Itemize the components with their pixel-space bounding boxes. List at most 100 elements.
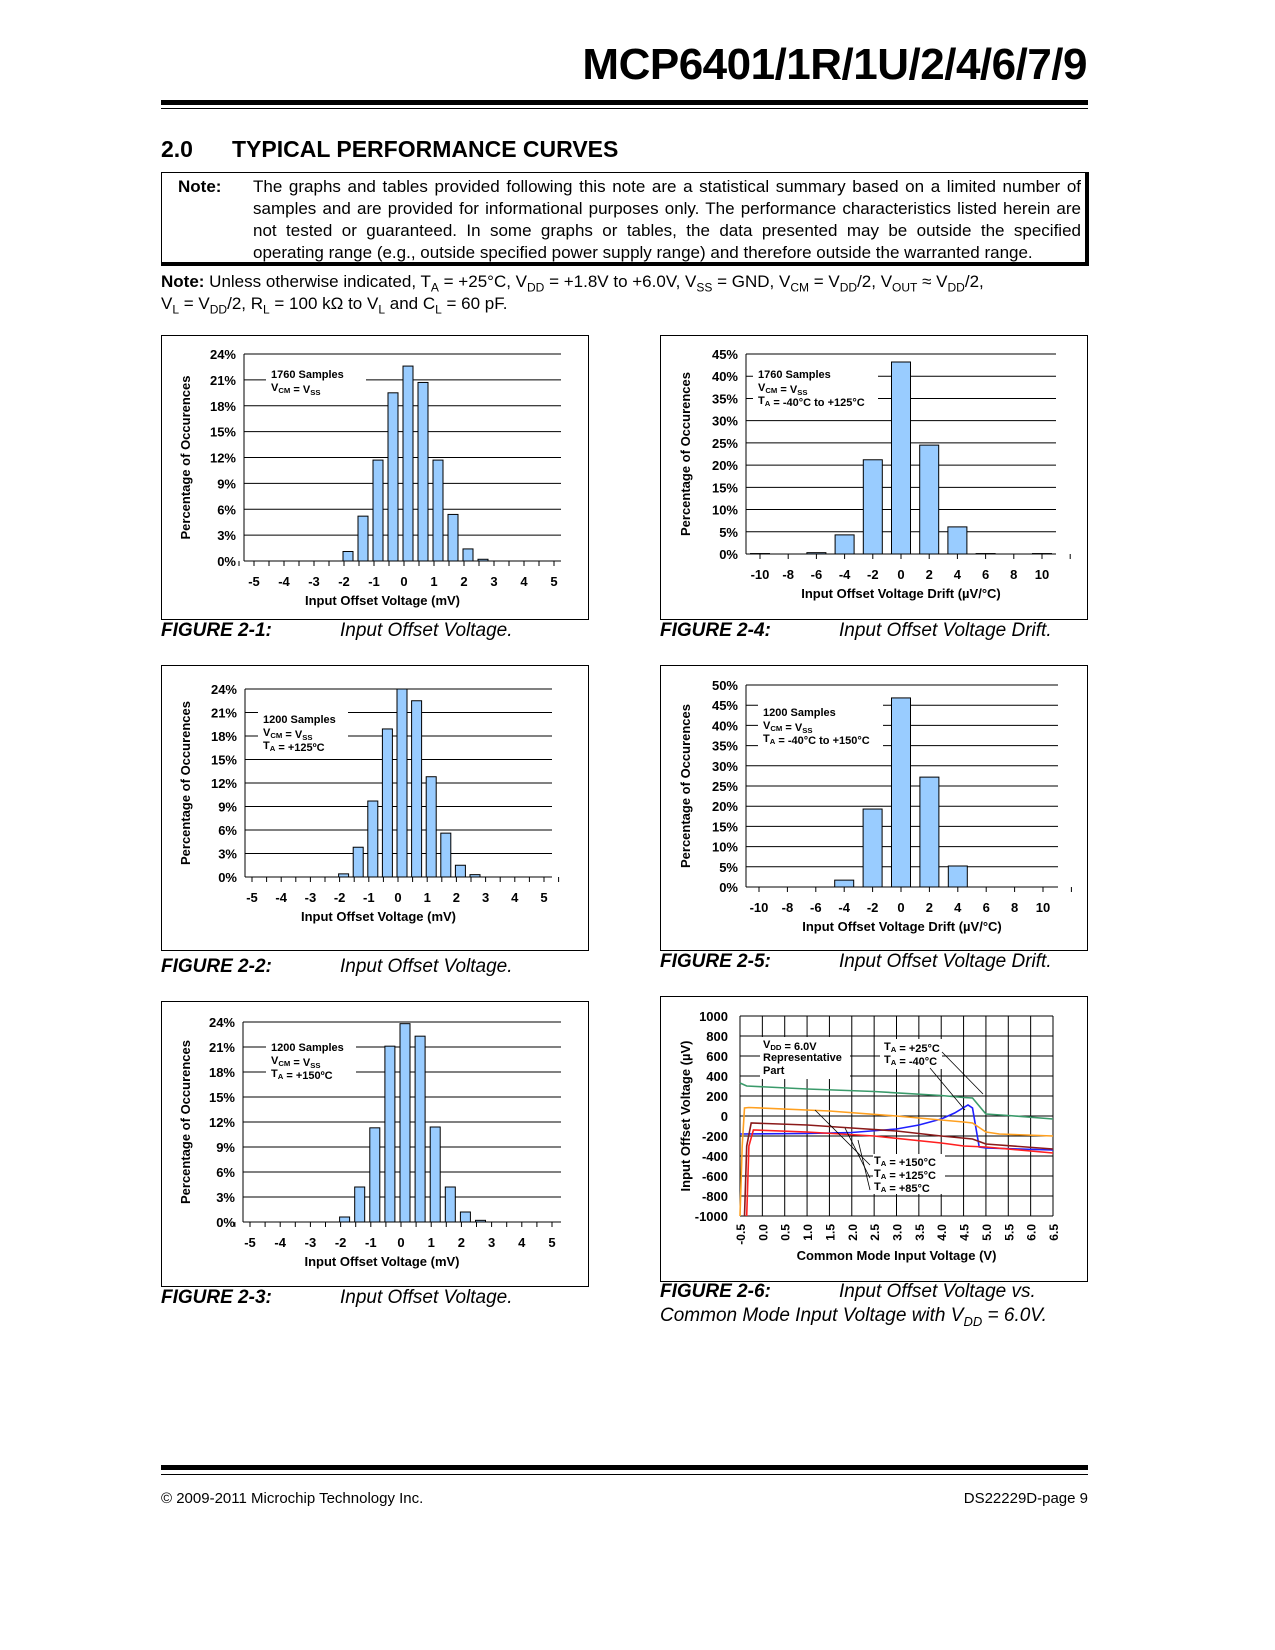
y-tick-label: 12% <box>211 776 237 791</box>
x-tick-label: 1.0 <box>801 1224 815 1241</box>
chart-annotation: TA = +85°C <box>874 1181 930 1195</box>
x-tick-label: -4 <box>274 1235 286 1250</box>
histogram-bar <box>352 846 364 878</box>
x-tick-label: -3 <box>308 574 320 589</box>
x-tick-label: -2 <box>867 567 879 582</box>
x-tick-label: 2 <box>453 890 460 905</box>
x-tick-label: 1.5 <box>823 1224 837 1241</box>
text-segment: V <box>758 382 766 394</box>
series-line <box>743 1122 1054 1217</box>
histogram-bar <box>338 873 350 878</box>
chart-annotation: TA = +150ºC <box>271 1068 333 1082</box>
text-segment: Unless otherwise indicated, T <box>204 272 431 291</box>
y-tick-label: 35% <box>712 391 738 406</box>
y-tick-label: 3% <box>217 528 236 543</box>
chart-annotation: TA = -40°C <box>884 1054 937 1068</box>
text-segment: = 6.0V <box>781 1041 817 1053</box>
x-axis-label: Input Offset Voltage Drift (µV/°C) <box>801 586 1001 601</box>
chart-annotation: TA = +25°C <box>884 1041 940 1055</box>
x-tick-label: 1 <box>428 1235 435 1250</box>
y-tick-label: 21% <box>211 706 237 721</box>
text-segment: 1760 Samples <box>758 369 831 381</box>
text-segment: T <box>884 1041 891 1053</box>
line-chart-offset-vs-vcm: -0.5 0.0 0.5 1.0 1.5 2.0 2.5 3.0 3.5 4.0 4.5 5.0 5.5… <box>678 1009 1061 1263</box>
y-tick-label: 3% <box>218 847 237 862</box>
chart-annotation: VCM = VSS <box>271 382 320 397</box>
y-tick-label: 12% <box>210 451 236 466</box>
text-segment: A <box>270 744 276 753</box>
x-tick-label: -6 <box>811 567 823 582</box>
text-segment: A <box>881 1172 887 1181</box>
y-tick-label: 50% <box>712 678 738 693</box>
annotation-leader-line <box>941 1051 984 1095</box>
x-tick-label: 0 <box>400 574 407 589</box>
x-tick-label: -5 <box>246 890 258 905</box>
y-tick-label: 3% <box>216 1190 235 1205</box>
histogram-bar <box>834 879 855 888</box>
histogram-bar <box>367 800 379 878</box>
figure-caption-2-1: Input Offset Voltage. <box>340 620 513 642</box>
y-tick-label: 20% <box>712 458 738 473</box>
histogram-bar <box>440 832 452 878</box>
chart-annotation: 1200 Samples <box>763 707 836 719</box>
y-tick-label: 24% <box>211 682 237 697</box>
y-tick-label: 10% <box>712 840 738 855</box>
text-segment: = -40°C to +150°C <box>775 735 869 747</box>
text-segment: A <box>765 399 771 408</box>
histogram-bar <box>384 1045 396 1223</box>
series-line <box>739 1082 1054 1120</box>
x-tick-label: 6.0 <box>1025 1224 1039 1241</box>
x-tick-label: 6 <box>982 567 989 582</box>
y-tick-label: 6% <box>217 502 236 517</box>
histogram-bar <box>919 776 940 888</box>
y-tick-label: 30% <box>712 759 738 774</box>
y-tick-label: 5% <box>719 525 738 540</box>
histogram-bar <box>862 808 883 888</box>
y-tick-label: 0% <box>719 547 738 562</box>
y-tick-label: 15% <box>211 753 237 768</box>
text-segment: = -40°C to +125°C <box>770 397 864 409</box>
text-segment: = 100 kΩ to V <box>269 294 379 313</box>
y-tick-label: 25% <box>712 779 738 794</box>
y-tick-label: 0% <box>217 554 236 569</box>
histogram-bar <box>369 1127 381 1223</box>
text-segment: = -40°C <box>896 1056 937 1068</box>
histogram-bar <box>806 552 827 555</box>
x-tick-label: -4 <box>278 574 290 589</box>
note-box <box>161 172 1089 266</box>
text-segment: = GND, V <box>712 272 791 291</box>
histogram-bar <box>402 365 414 562</box>
x-tick-label: 5 <box>548 1235 555 1250</box>
x-tick-label: 3 <box>488 1235 495 1250</box>
x-tick-label: 2 <box>458 1235 465 1250</box>
text-segment: ≈ V <box>917 272 948 291</box>
y-tick-label: 30% <box>712 414 738 429</box>
text-segment: = V <box>282 729 303 741</box>
histogram-chart-5: 0% 5% 10% 15% 20% 25% 30% 35% 40% 45% 50% -10 -8 -6 -4… <box>678 678 1072 934</box>
text-segment: DD <box>839 280 858 295</box>
annotation-box <box>880 1039 942 1069</box>
text-segment: = +85°C <box>886 1183 930 1195</box>
y-tick-label: 0 <box>721 1109 728 1124</box>
x-tick-label: 0.5 <box>779 1224 793 1241</box>
x-tick-label: -8 <box>782 900 794 915</box>
x-tick-label: 3 <box>490 574 497 589</box>
text-segment: L <box>263 302 270 317</box>
y-tick-label: -1000 <box>695 1209 728 1224</box>
x-tick-label: -8 <box>782 567 794 582</box>
annotation-leader-line <box>844 1127 871 1179</box>
x-tick-label: 4 <box>954 567 962 582</box>
text-segment: = +125°C <box>886 1170 936 1182</box>
y-tick-label: 0% <box>216 1215 235 1230</box>
text-segment: 1760 Samples <box>271 369 344 381</box>
text-segment: T <box>884 1054 891 1066</box>
text-segment: = +125ºC <box>275 742 324 754</box>
text-segment: A <box>891 1058 897 1067</box>
y-tick-label: 18% <box>211 729 237 744</box>
y-tick-label: 18% <box>209 1065 235 1080</box>
chart-annotation: VDD = 6.0V <box>763 1039 817 1053</box>
chart-annotation: 1200 Samples <box>263 714 336 726</box>
x-tick-label: 3.0 <box>891 1224 905 1241</box>
text-segment: = +150°C <box>886 1157 936 1169</box>
